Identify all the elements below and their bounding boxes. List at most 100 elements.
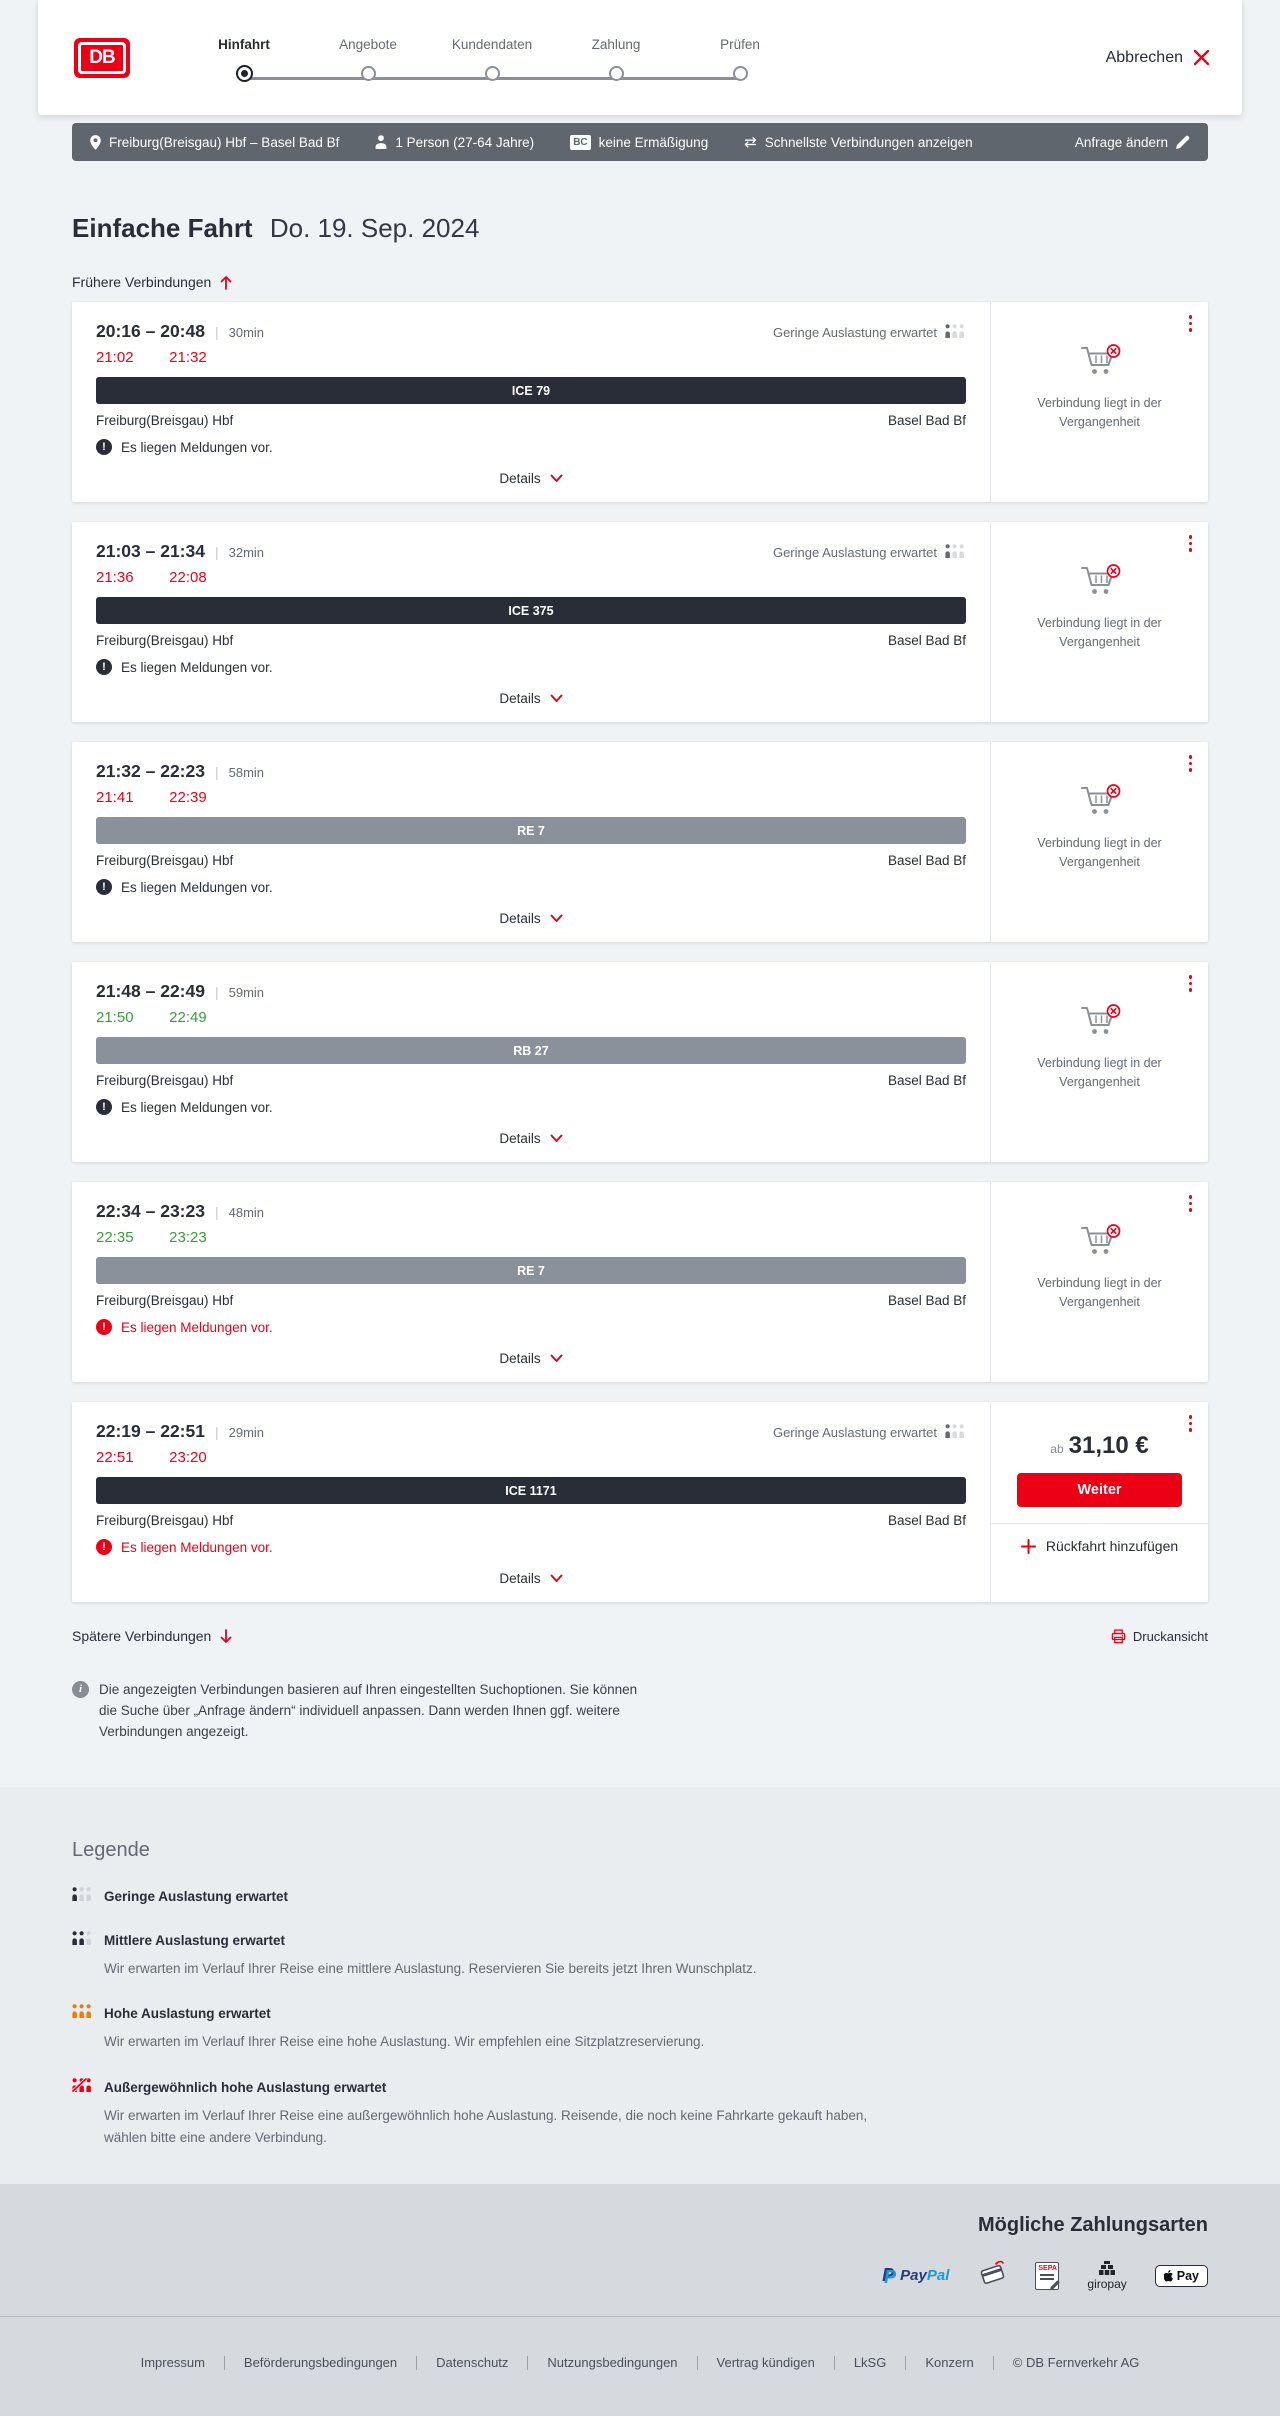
details-toggle[interactable]: Details	[96, 685, 966, 712]
alert-icon: !	[96, 1319, 112, 1335]
past-connection-block: Verbindung liegt in der Vergangenheit	[1020, 784, 1180, 872]
details-label: Details	[499, 471, 541, 486]
footer-link[interactable]: Datenschutz	[436, 2355, 509, 2371]
message-row: ! Es liegen Meldungen vor.	[96, 1539, 966, 1555]
connection-card: 22:34 – 23:23 | 48min 22:35 23:23 RE 7 F…	[72, 1182, 1208, 1382]
cancel-button[interactable]: Abbrechen	[1106, 49, 1210, 67]
realtime-arrival: 21:32	[169, 349, 207, 366]
realtime-departure: 21:41	[96, 789, 134, 806]
footer-link[interactable]: Nutzungsbedingungen	[547, 2355, 678, 2371]
train-label: ICE 79	[511, 383, 551, 398]
realtime-times: 21:41 22:39	[96, 789, 966, 806]
step-hinfahrt[interactable]: Hinfahrt	[182, 37, 306, 82]
connection-card: 21:03 – 21:34 | 32min Geringe Auslastung…	[72, 522, 1208, 722]
kebab-menu[interactable]	[1186, 532, 1196, 555]
scheduled-times: 22:34 – 23:23	[96, 1201, 205, 1221]
realtime-arrival: 23:20	[169, 1449, 207, 1466]
footer-link[interactable]: Vertrag kündigen	[716, 2355, 815, 2371]
details-toggle[interactable]: Details	[96, 1565, 966, 1592]
add-return-button[interactable]: Rückfahrt hinzufügen	[991, 1523, 1208, 1569]
scheduled-times: 21:48 – 22:49	[96, 981, 205, 1001]
discount-text: keine Ermäßigung	[598, 134, 709, 150]
train-label: ICE 1171	[505, 1483, 557, 1498]
details-toggle[interactable]: Details	[96, 1345, 966, 1372]
past-connection-block: Verbindung liegt in der Vergangenheit	[1020, 1224, 1180, 1312]
paypal-logo: P P PayPal	[882, 2265, 950, 2287]
kebab-menu[interactable]	[1186, 1412, 1196, 1435]
cart-unavailable-icon	[1080, 1004, 1120, 1034]
separator: |	[214, 544, 219, 560]
train-bar: ICE 1171	[96, 1477, 966, 1504]
payments-section: Mögliche Zahlungsarten P P PayPal SEPA girop…	[0, 2184, 1280, 2317]
footer-link[interactable]: Impressum	[140, 2355, 205, 2371]
sort-text: Schnellste Verbindungen anzeigen	[764, 134, 973, 150]
details-label: Details	[499, 911, 541, 926]
step-angebote[interactable]: Angebote	[306, 37, 430, 82]
kebab-menu[interactable]	[1186, 972, 1196, 995]
kebab-menu[interactable]	[1186, 312, 1196, 335]
occupancy-indicator: Geringe Auslastung erwartet	[773, 324, 966, 341]
chevron-down-icon	[550, 914, 563, 922]
connection-side-panel: Verbindung liegt in der Vergangenheit	[990, 742, 1208, 942]
connection-main: 20:16 – 20:48 | 30min Geringe Auslastung…	[72, 302, 990, 502]
destination-station: Basel Bad Bf	[887, 1073, 966, 1088]
message-text: Es liegen Meldungen vor.	[121, 1099, 273, 1115]
later-connections-link[interactable]: Spätere Verbindungen	[72, 1628, 232, 1644]
train-label: ICE 375	[508, 603, 554, 618]
footer: Impressum Beförderungsbedingungen Datensch…	[0, 2316, 1280, 2416]
route-summary: Freiburg(Breisgau) Hbf – Basel Bad Bf	[90, 135, 339, 150]
edit-request-button[interactable]: Anfrage ändern	[1075, 135, 1190, 150]
origin-station: Freiburg(Breisgau) Hbf	[96, 1293, 234, 1308]
realtime-times: 22:51 23:20	[96, 1449, 966, 1466]
step-circle-icon	[608, 66, 624, 81]
duration: 29min	[228, 1425, 265, 1440]
legend-item-label: Außergewöhnlich hohe Auslastung erwartet	[104, 2079, 387, 2095]
info-note-text: Die angezeigten Verbindungen basieren au…	[99, 1682, 638, 1739]
details-toggle[interactable]: Details	[96, 465, 966, 492]
step-prüfen[interactable]: Prüfen	[678, 37, 802, 82]
sepa-lastschrift-icon: SEPA	[1035, 2261, 1060, 2290]
giropay-label: giropay	[1087, 2276, 1127, 2291]
origin-station: Freiburg(Breisgau) Hbf	[96, 1073, 234, 1088]
print-view-button[interactable]: Druckansicht	[1111, 1629, 1208, 1644]
origin-station: Freiburg(Breisgau) Hbf	[96, 633, 234, 648]
footer-link[interactable]: Konzern	[925, 2355, 974, 2371]
realtime-times: 21:50 22:49	[96, 1009, 966, 1026]
plus-icon	[1020, 1538, 1036, 1554]
connection-card: 22:19 – 22:51 | 29min Geringe Auslastung…	[72, 1402, 1208, 1602]
step-label: Kundendaten	[451, 37, 533, 52]
progress-steps: Hinfahrt Angebote Kundendaten Zahlung Prüfen	[182, 33, 802, 82]
destination-station: Basel Bad Bf	[887, 413, 966, 428]
past-connection-label: Verbindung liegt in der Vergangenheit	[1037, 396, 1162, 429]
discount-summary: BC keine Ermäßigung	[570, 134, 709, 150]
details-toggle[interactable]: Details	[96, 905, 966, 932]
realtime-times: 21:02 21:32	[96, 349, 966, 366]
occupancy-label: Geringe Auslastung erwartet	[772, 545, 937, 560]
kebab-menu[interactable]	[1186, 752, 1196, 775]
price-value: 31,10 €	[1068, 1432, 1149, 1459]
copyright-text: © DB Fernverkehr AG	[1012, 2355, 1140, 2371]
earlier-connections-link[interactable]: Frühere Verbindungen	[72, 274, 1208, 290]
realtime-arrival: 22:08	[169, 569, 207, 586]
details-toggle[interactable]: Details	[96, 1125, 966, 1152]
step-zahlung[interactable]: Zahlung	[554, 37, 678, 82]
separator: |	[214, 764, 219, 780]
alert-icon: !	[96, 659, 112, 675]
realtime-departure: 21:36	[96, 569, 134, 586]
connection-side-panel: Verbindung liegt in der Vergangenheit	[990, 962, 1208, 1162]
footer-link[interactable]: Beförderungsbedingungen	[243, 2355, 398, 2371]
exchange-arrows-icon: ⇄	[744, 133, 757, 151]
kebab-menu[interactable]	[1186, 1192, 1196, 1215]
bahncard-icon: BC	[570, 134, 591, 150]
connection-card: 20:16 – 20:48 | 30min Geringe Auslastung…	[72, 302, 1208, 502]
realtime-times: 21:36 22:08	[96, 569, 966, 586]
connection-card: 21:48 – 22:49 | 59min 21:50 22:49 RB 27 …	[72, 962, 1208, 1162]
duration: 58min	[228, 765, 265, 780]
footer-link[interactable]: LkSG	[853, 2355, 887, 2371]
continue-button[interactable]: Weiter	[1017, 1473, 1182, 1507]
scheduled-times: 21:32 – 22:23	[96, 761, 205, 781]
step-kundendaten[interactable]: Kundendaten	[430, 37, 554, 82]
connection-main: 21:48 – 22:49 | 59min 21:50 22:49 RB 27 …	[72, 962, 990, 1162]
message-text: Es liegen Meldungen vor.	[121, 1319, 273, 1335]
alert-icon: !	[96, 1539, 112, 1555]
